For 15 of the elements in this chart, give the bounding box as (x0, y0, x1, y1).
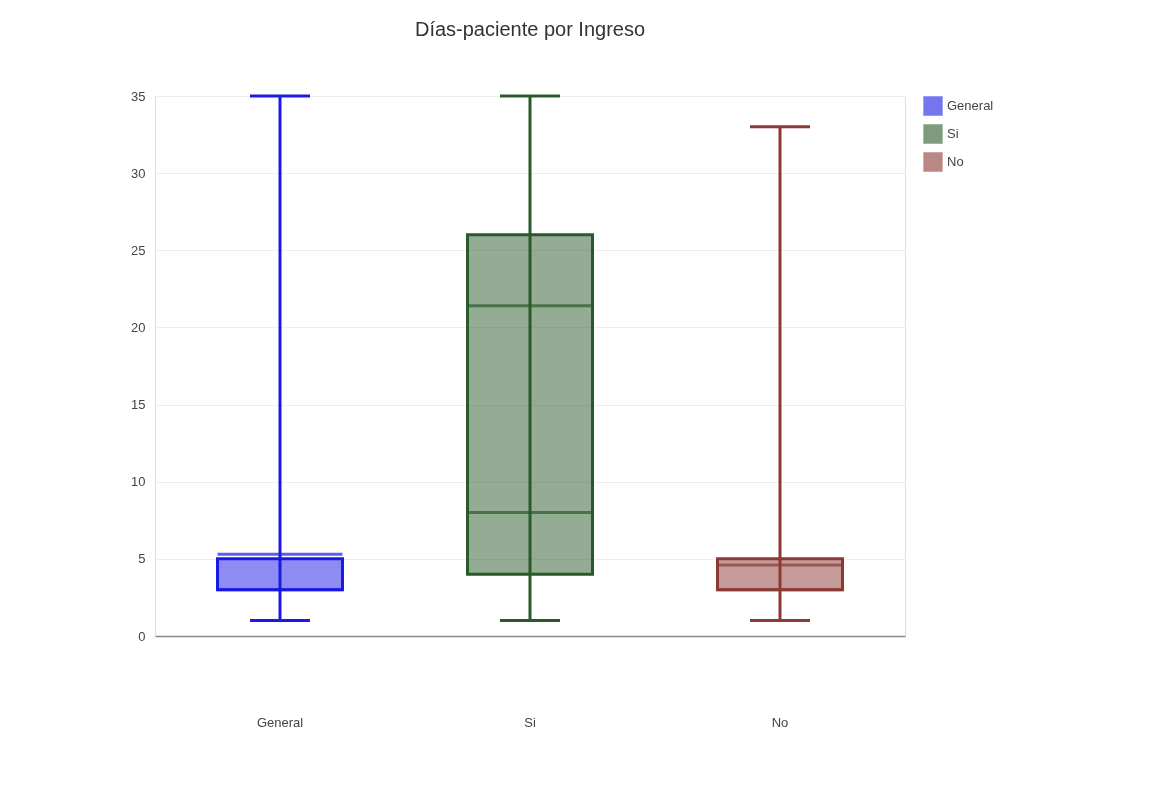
legend-label: General (947, 98, 994, 113)
y-tick-label: 25 (131, 242, 146, 258)
legend-label: Si (947, 126, 959, 141)
y-tick-label: 20 (131, 319, 146, 335)
legend-label: No (947, 154, 964, 169)
y-tick-label: 5 (138, 551, 146, 567)
x-tick-label: General (256, 714, 304, 730)
y-tick-label: 35 (131, 88, 146, 104)
y-tick-label: 10 (131, 474, 146, 490)
y-tick-label: 30 (131, 165, 146, 181)
chart-title: Días-paciente por Ingreso (414, 18, 646, 40)
y-tick-label: 15 (131, 397, 146, 413)
x-tick-label: Si (524, 714, 536, 730)
x-tick-label: No (771, 714, 789, 730)
y-tick-label: 0 (138, 628, 146, 644)
